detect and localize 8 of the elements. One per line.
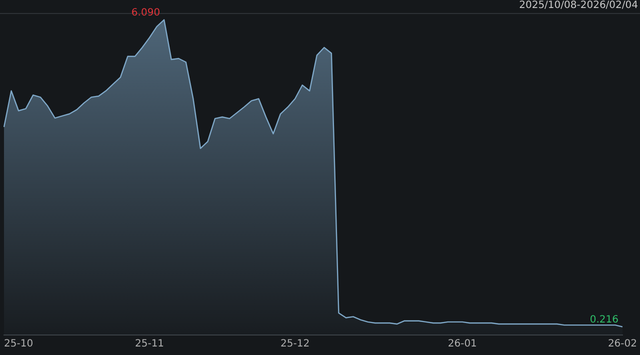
x-tick-label: 25-12 <box>280 338 310 350</box>
chart-subtitle: 2025/10/08-2026/02/04 <box>519 0 638 11</box>
data-label: 6.090 <box>131 7 160 18</box>
x-tick-label: 26-02 <box>608 338 637 350</box>
data-label: 0.216 <box>590 314 618 326</box>
x-tick-label: 26-01 <box>448 338 477 350</box>
x-tick-label: 25-11 <box>134 338 164 350</box>
x-tick-label: 25-10 <box>4 338 34 350</box>
